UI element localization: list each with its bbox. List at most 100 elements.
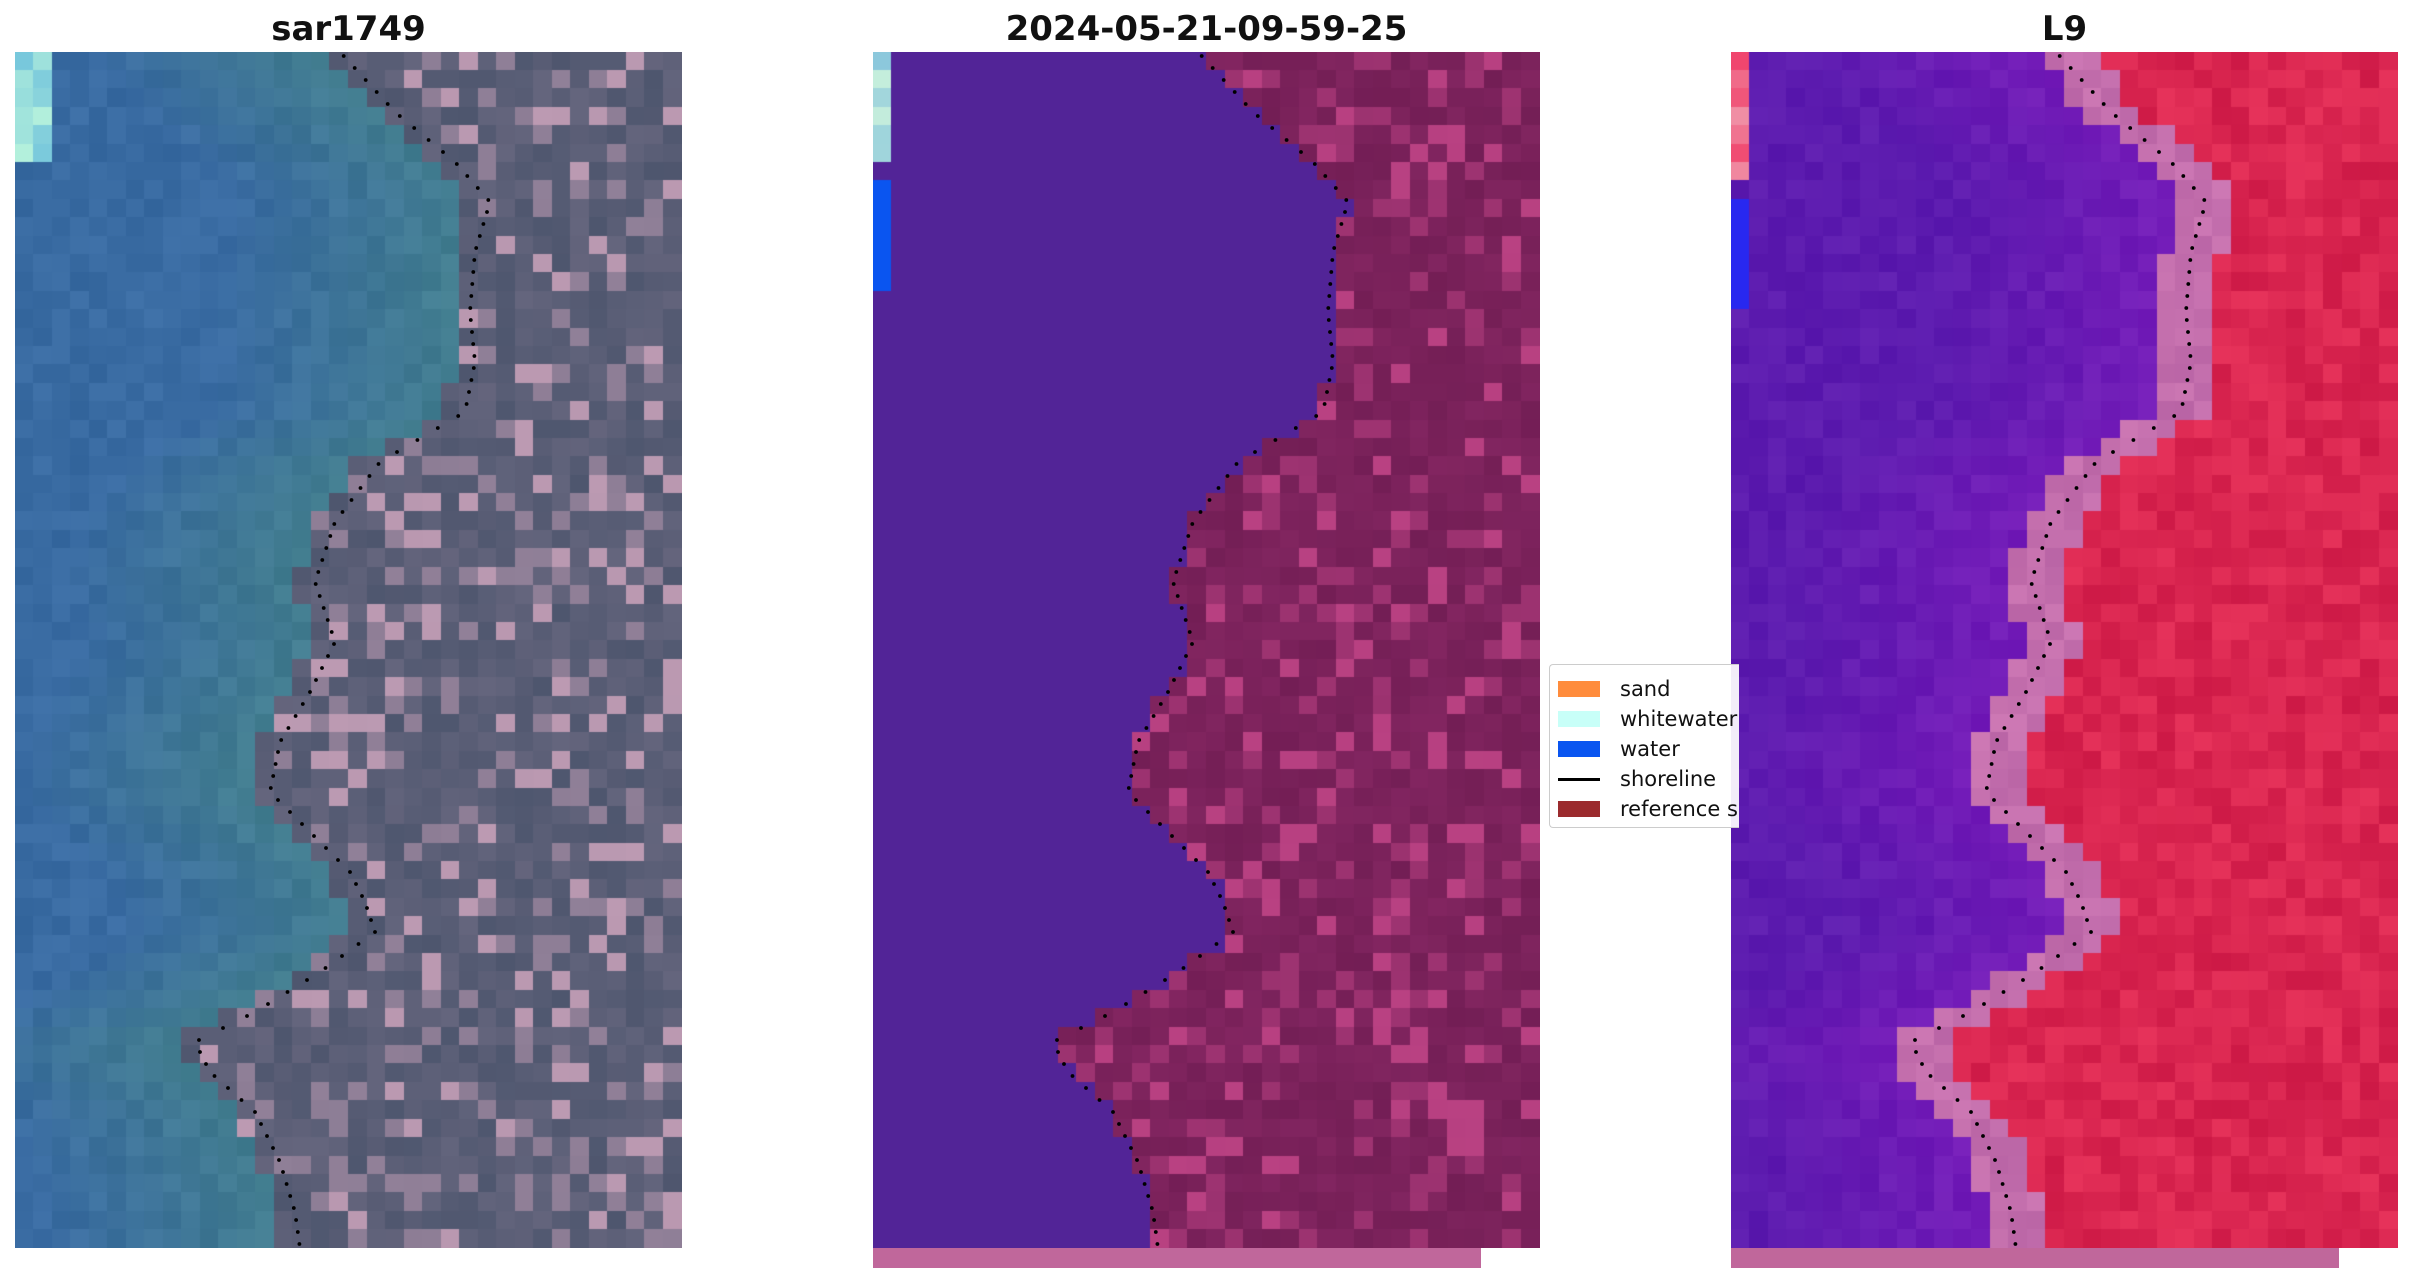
shoreline-point	[1163, 978, 1167, 982]
shoreline-point	[465, 174, 470, 178]
classified-image	[873, 52, 1540, 1248]
shoreline-point	[1234, 462, 1239, 466]
shoreline-point	[317, 594, 322, 598]
shoreline-point	[2065, 498, 2070, 502]
shoreline-point	[271, 1146, 275, 1150]
shoreline-point	[300, 822, 304, 826]
shoreline-point	[2131, 438, 2136, 442]
legend-label-whitewater: whitewater	[1620, 707, 1738, 731]
shoreline-point	[259, 1122, 263, 1126]
shoreline-point	[1344, 198, 1349, 202]
shoreline-point	[360, 894, 364, 898]
shoreline-point	[326, 654, 330, 658]
shoreline-point	[2021, 978, 2025, 982]
shoreline-point	[1989, 762, 1994, 766]
shoreline-point	[276, 798, 280, 802]
shoreline-point	[1190, 642, 1194, 646]
shoreline-point	[2079, 78, 2084, 82]
shoreline-point	[314, 678, 318, 682]
shoreline-point	[2056, 510, 2061, 514]
index-bottom-strip	[1731, 1248, 2339, 1268]
shoreline-point	[1975, 1122, 1979, 1126]
shoreline-point	[2201, 210, 2205, 214]
shoreline-point	[1992, 750, 1996, 754]
rgb-satellite-image	[15, 52, 682, 1248]
shoreline-point	[2056, 954, 2060, 958]
shoreline-point	[1158, 702, 1163, 706]
shoreline-point	[1221, 78, 1226, 82]
shoreline-point	[441, 150, 445, 154]
shoreline-point	[1183, 618, 1188, 622]
shoreline-point	[1152, 1218, 1156, 1222]
shoreline-point	[1328, 282, 1333, 286]
shoreline-point	[2039, 966, 2044, 970]
shoreline-point	[454, 162, 459, 166]
shoreline-point	[1146, 810, 1150, 814]
shoreline-point	[397, 114, 402, 118]
shoreline-point	[1055, 1038, 1059, 1042]
shoreline-point	[2187, 342, 2192, 346]
shoreline-point	[1995, 738, 2000, 742]
shoreline-point	[340, 510, 345, 514]
shoreline-point	[2193, 234, 2198, 238]
shoreline-point	[1339, 222, 1344, 226]
shoreline-point	[2072, 942, 2077, 946]
shoreline-point	[367, 474, 372, 478]
shoreline-point	[1129, 1146, 1133, 1150]
shoreline-point	[1111, 1110, 1115, 1114]
shoreline-point	[2013, 1242, 2018, 1246]
shoreline-point	[2076, 894, 2080, 898]
shoreline-point	[2181, 174, 2186, 178]
shoreline-point	[1225, 474, 1230, 478]
shoreline-point	[471, 342, 476, 346]
shoreline-point	[2186, 330, 2190, 334]
shoreline-point	[2185, 294, 2190, 298]
shoreline-point	[323, 966, 328, 970]
shoreline-point	[1178, 666, 1182, 670]
shoreline-point	[415, 438, 420, 442]
shoreline-point	[1981, 1134, 1985, 1138]
legend-item-sand: sand	[1550, 674, 1670, 704]
shoreline-point	[2044, 534, 2049, 538]
shoreline-point	[1987, 1146, 1991, 1150]
shoreline-point	[2041, 618, 2046, 622]
shoreline-point	[2004, 810, 2008, 814]
shoreline-point	[1170, 834, 1174, 838]
shoreline-point	[468, 306, 473, 310]
shoreline-point	[2045, 630, 2050, 634]
shoreline-point	[354, 882, 358, 886]
shoreline-point	[1987, 774, 1992, 778]
shoreline-point	[470, 282, 475, 286]
shoreline-point	[435, 426, 440, 430]
shoreline-point	[1134, 798, 1138, 802]
shoreline-point	[1129, 774, 1134, 778]
shoreline-point	[2040, 846, 2044, 850]
index-image-panel	[1731, 52, 2398, 1248]
shoreline-point	[1212, 882, 1216, 886]
shoreline-point	[481, 222, 486, 226]
shoreline-point	[1175, 594, 1180, 598]
shoreline-point	[295, 1230, 300, 1234]
shoreline-point	[1914, 1050, 1918, 1054]
shoreline-point	[2184, 318, 2189, 322]
shoreline-point	[1255, 114, 1260, 118]
shoreline-point	[1329, 270, 1334, 274]
shoreline-point	[1942, 1086, 1946, 1090]
shoreline-point	[464, 402, 469, 406]
shoreline-point	[1117, 1122, 1121, 1126]
shoreline-point	[239, 1098, 244, 1102]
shoreline-point	[1322, 402, 1327, 406]
shoreline-point	[363, 78, 368, 82]
panel-title-classified: 2024-05-21-09-59-25	[1005, 9, 1408, 49]
water-swatch	[1558, 741, 1600, 757]
shoreline-point	[2064, 870, 2068, 874]
shoreline-point	[1223, 906, 1227, 910]
shoreline-point	[1323, 174, 1328, 178]
shoreline-point	[2170, 162, 2175, 166]
shoreline-point	[293, 714, 298, 718]
shoreline-point	[2057, 54, 2062, 58]
shoreline-point	[2184, 306, 2189, 310]
shoreline-point	[2187, 270, 2192, 274]
shoreline-point	[2089, 930, 2093, 934]
shoreline-point	[2090, 90, 2095, 94]
